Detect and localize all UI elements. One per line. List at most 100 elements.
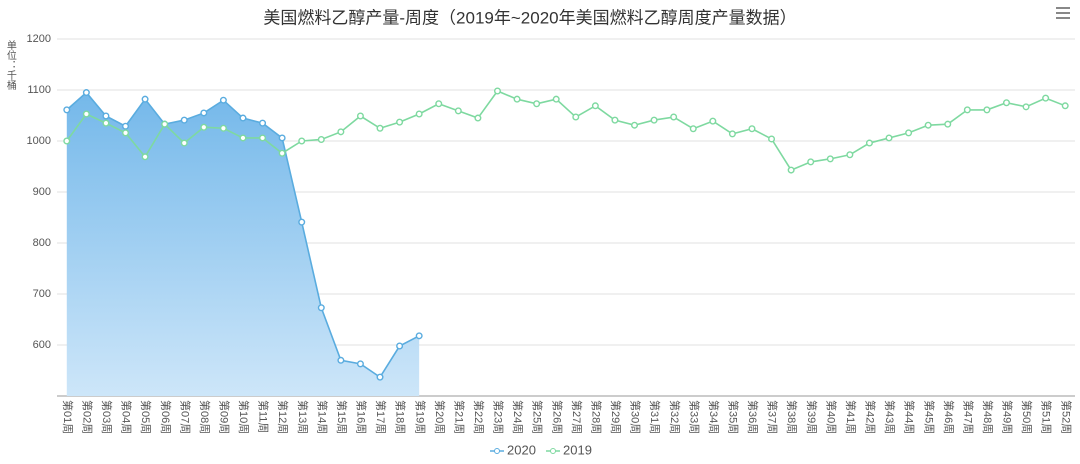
point: [493, 87, 501, 95]
x-tick-label: 第29周: [609, 400, 623, 434]
legend-label: 2020: [507, 442, 536, 457]
point: [141, 95, 149, 103]
point: [102, 112, 110, 120]
y-tick-label: 800: [33, 237, 51, 249]
point: [807, 158, 815, 166]
point: [924, 121, 932, 129]
point: [82, 110, 90, 118]
point: [337, 356, 345, 364]
point: [611, 116, 619, 124]
menu-icon[interactable]: [1056, 7, 1070, 19]
y-tick-label: 600: [33, 339, 51, 351]
point: [533, 100, 541, 108]
point: [396, 118, 404, 126]
point: [180, 139, 188, 147]
x-tick-label: 第15周: [335, 400, 349, 434]
legend-item[interactable]: 2019: [546, 442, 592, 457]
x-tick-label: 第51周: [1040, 400, 1054, 434]
x-tick-label: 第19周: [413, 400, 427, 434]
point: [454, 107, 462, 115]
point: [552, 95, 560, 103]
point: [356, 360, 364, 368]
y-tick-label: 1000: [27, 135, 51, 147]
x-tick-label: 第27周: [570, 400, 584, 434]
point: [1042, 94, 1050, 102]
x-tick-label: 第22周: [472, 400, 486, 434]
x-tick-label: 第17周: [374, 400, 388, 434]
y-tick-label: 1200: [27, 33, 51, 45]
point: [689, 125, 697, 133]
point: [298, 218, 306, 226]
point: [709, 117, 717, 125]
x-tick-label: 第41周: [844, 400, 858, 434]
y-tick-label: 1100: [27, 84, 51, 96]
x-tick-label: 第02周: [80, 400, 94, 434]
x-tick-label: 第43周: [883, 400, 897, 434]
x-tick-label: 第33周: [687, 400, 701, 434]
point: [317, 304, 325, 312]
x-tick-label: 第44周: [903, 400, 917, 434]
line: [66, 90, 1066, 172]
point: [1022, 103, 1030, 111]
point: [278, 149, 286, 157]
x-tick-label: 第10周: [237, 400, 251, 434]
point: [846, 151, 854, 159]
y-axis-label: 单位：千桶: [4, 40, 16, 91]
legend-marker: [550, 448, 556, 454]
point: [415, 332, 423, 340]
point: [259, 134, 267, 142]
point: [415, 110, 423, 118]
x-tick-label: 第23周: [492, 400, 506, 434]
point: [102, 119, 110, 127]
x-tick-label: 第39周: [805, 400, 819, 434]
legend-item[interactable]: 2020: [490, 442, 536, 457]
x-tick-label: 第24周: [511, 400, 525, 434]
x-tick-label: 第42周: [864, 400, 878, 434]
x-tick-label: 第18周: [394, 400, 408, 434]
point: [631, 121, 639, 129]
point: [200, 123, 208, 131]
point: [826, 155, 834, 163]
point: [591, 102, 599, 110]
x-tick-label: 第06周: [159, 400, 173, 434]
point: [1061, 102, 1069, 110]
x-tick-label: 第34周: [707, 400, 721, 434]
x-tick-label: 第07周: [178, 400, 192, 434]
point: [239, 114, 247, 122]
point: [396, 342, 404, 350]
point: [278, 134, 286, 142]
x-tick-label: 第16周: [355, 400, 369, 434]
x-tick-label: 第36周: [746, 400, 760, 434]
legend-label: 2019: [563, 442, 592, 457]
point: [298, 137, 306, 145]
point: [435, 100, 443, 108]
x-tick-label: 第31周: [648, 400, 662, 434]
x-tick-label: 第12周: [276, 400, 290, 434]
point: [513, 95, 521, 103]
point: [905, 129, 913, 137]
point: [728, 130, 736, 138]
x-tick-label: 第20周: [433, 400, 447, 434]
point: [219, 124, 227, 132]
x-tick-label: 第48周: [981, 400, 995, 434]
point: [63, 106, 71, 114]
x-tick-label: 第03周: [100, 400, 114, 434]
x-tick-label: 第08周: [198, 400, 212, 434]
x-tick-label: 第01周: [61, 400, 75, 434]
point: [239, 134, 247, 142]
point: [356, 112, 364, 120]
x-tick-label: 第38周: [785, 400, 799, 434]
x-tick-label: 第13周: [296, 400, 310, 434]
x-tick-label: 第52周: [1059, 400, 1073, 434]
point: [122, 122, 130, 130]
chart-title: 美国燃料乙醇产量-周度（2019年~2020年美国燃料乙醇周度产量数据）: [263, 8, 796, 27]
point: [122, 129, 130, 137]
y-tick-label: 900: [33, 186, 51, 198]
point: [180, 116, 188, 124]
x-tick-label: 第30周: [629, 400, 643, 434]
x-tick-label: 第26周: [550, 400, 564, 434]
point: [161, 120, 169, 128]
x-tick-label: 第47周: [961, 400, 975, 434]
x-tick-label: 第50周: [1020, 400, 1034, 434]
